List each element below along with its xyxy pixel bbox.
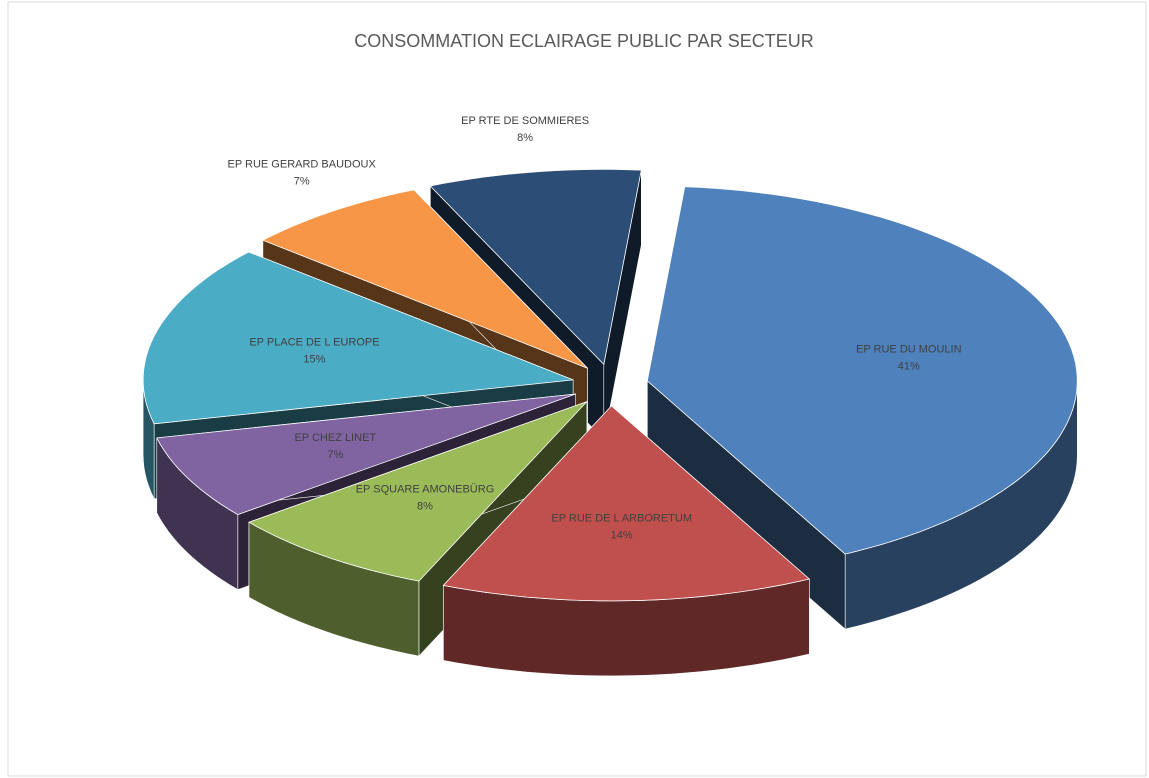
slice-value-label: 15%	[303, 354, 325, 366]
slice-label: EP CHEZ LINET	[294, 432, 376, 444]
slice-value-label: 7%	[294, 175, 310, 187]
slice-label: EP RTE DE SOMMIERES	[461, 115, 589, 127]
slice	[248, 401, 588, 582]
chart-title: CONSOMMATION ECLAIRAGE PUBLIC PAR SECTEU…	[354, 31, 813, 51]
slice	[442, 405, 811, 602]
slice	[261, 189, 588, 369]
slice-label: EP SQUARE AMONEBÜRG	[356, 484, 495, 496]
slice-value-label: 8%	[417, 501, 433, 513]
slice	[429, 169, 642, 366]
slice	[142, 251, 574, 425]
slice-label: EP RUE DU MOULIN	[856, 343, 962, 355]
slice-label: EP PLACE DE L EUROPE	[249, 337, 379, 349]
slice-value-label: 8%	[517, 132, 533, 144]
slice-value-label: 14%	[611, 530, 633, 542]
slice-value-label: 41%	[898, 360, 920, 372]
slice-label: EP RUE GERARD BAUDOUX	[227, 158, 376, 170]
slice	[646, 186, 1078, 555]
slice	[156, 393, 576, 516]
slice-label: EP RUE DE L ARBORETUM	[551, 513, 692, 525]
slice-value-label: 7%	[327, 449, 343, 461]
